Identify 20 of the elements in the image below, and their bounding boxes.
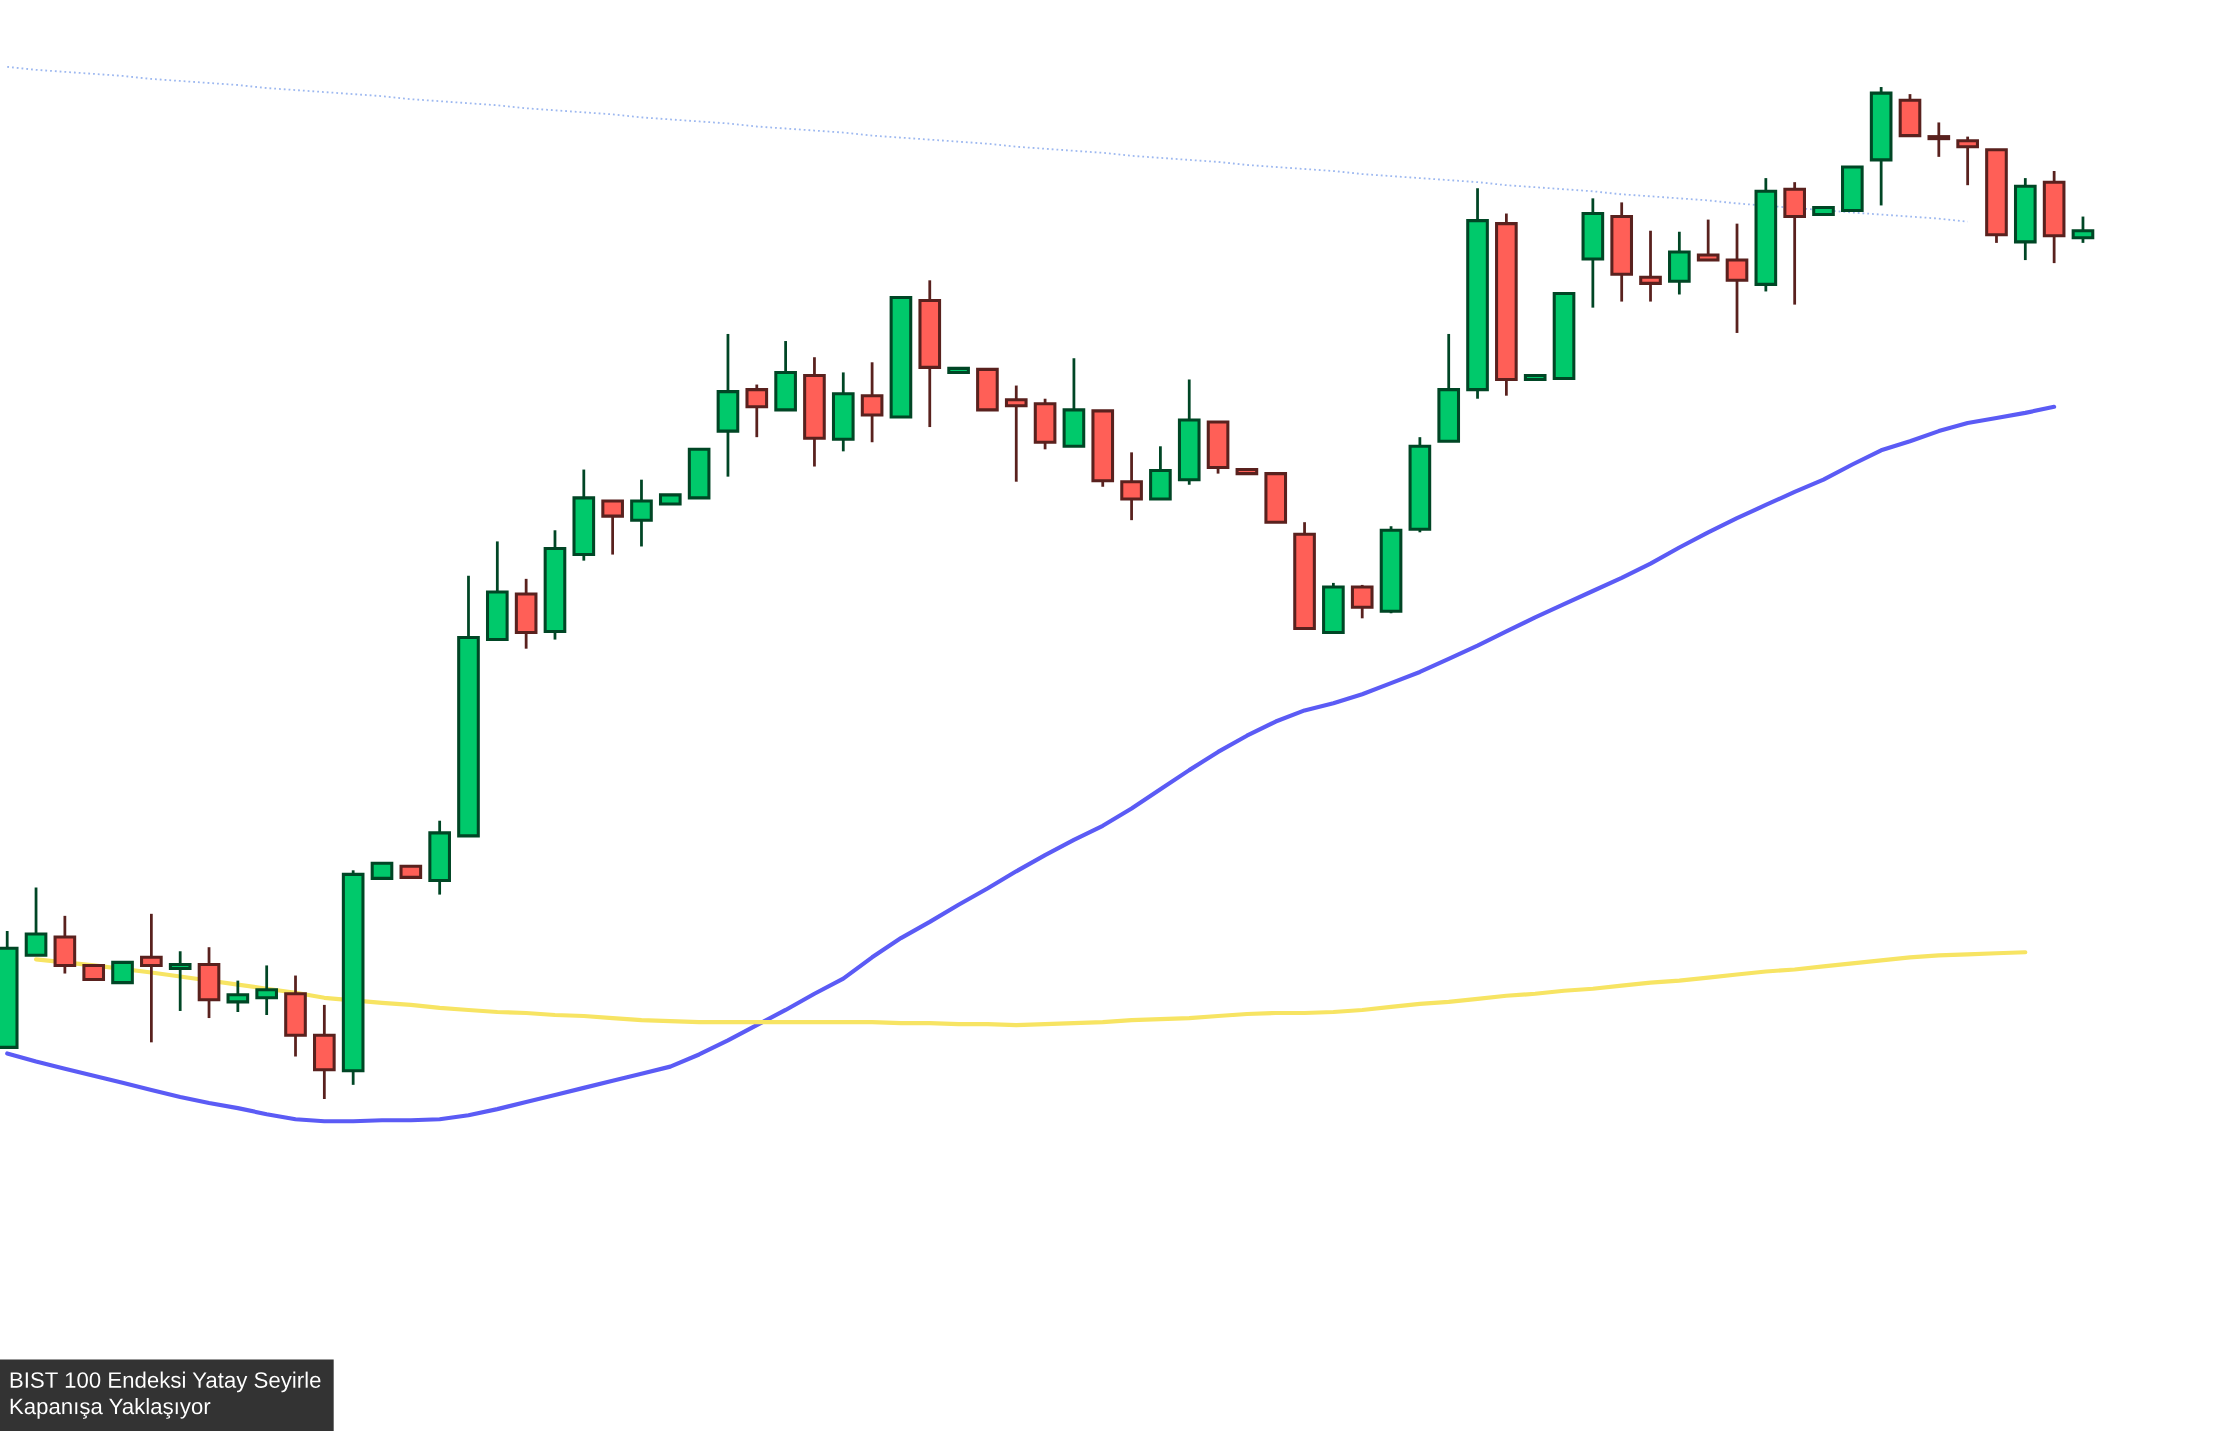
candlestick xyxy=(1639,229,1662,303)
candlestick xyxy=(630,478,653,548)
candlestick xyxy=(1696,218,1720,262)
candlestick xyxy=(745,383,769,439)
candlestick xyxy=(140,912,163,1044)
candlestick xyxy=(24,886,48,957)
candlestick xyxy=(1956,135,1979,187)
candlestick xyxy=(860,360,884,444)
candlestick xyxy=(111,960,134,985)
candlestick xyxy=(1004,384,1028,484)
text: BIST 100 Endeksi Yatay Seyirle Kapanışa Yaklaşıyor xyxy=(10,1371,321,1419)
candlestick xyxy=(1927,121,1951,159)
candlestick xyxy=(168,949,192,1013)
candlestick xyxy=(255,964,279,1017)
candlestick xyxy=(601,499,624,556)
candlestick xyxy=(1725,222,1749,335)
candlestick xyxy=(2071,215,2095,245)
candlestick xyxy=(226,979,250,1014)
candlestick xyxy=(1120,450,1143,522)
candlestick xyxy=(1350,583,1374,620)
